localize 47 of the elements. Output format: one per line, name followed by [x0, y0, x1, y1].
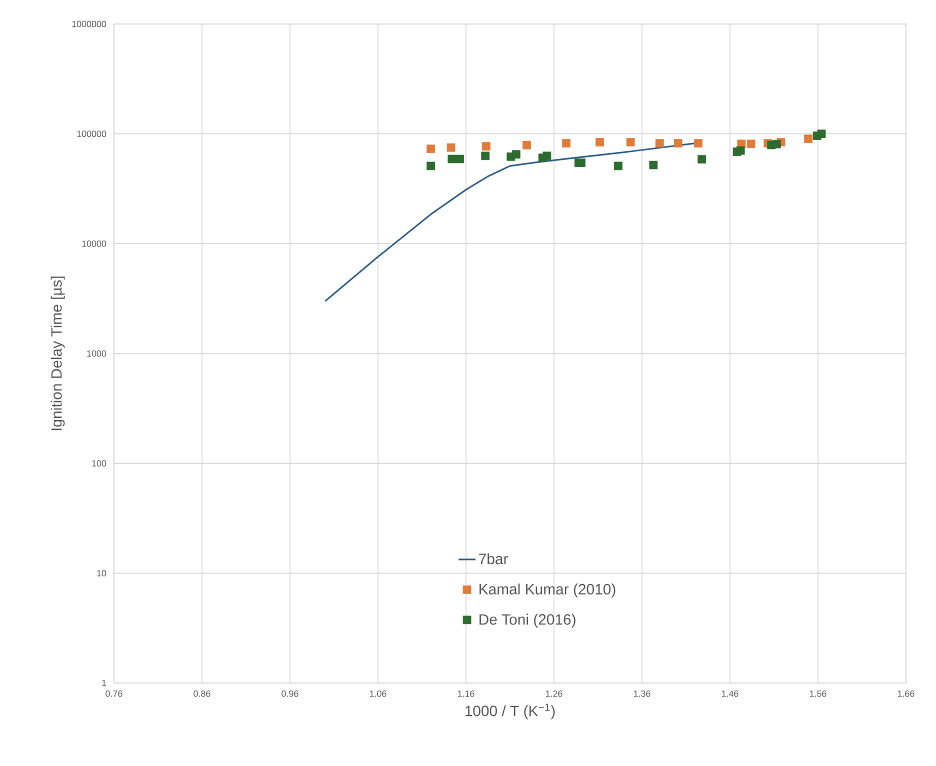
x-tick-label: 1.26 [546, 690, 562, 697]
x-tick-label: 1.46 [722, 690, 738, 697]
point [481, 152, 490, 160]
y-axis-title: Ignition Delay Time [µs] [50, 276, 65, 430]
point [746, 140, 756, 148]
x-tick-label: 1.66 [898, 690, 914, 697]
point [482, 142, 490, 150]
point [694, 139, 703, 148]
x-tick-label: 0.96 [282, 690, 298, 697]
point [456, 154, 464, 164]
y-tick-label: 1000 [87, 350, 106, 357]
x-tick-label: 0.76 [106, 690, 122, 697]
y-tick-label: 1 [102, 680, 106, 686]
point [446, 143, 456, 152]
point [614, 162, 622, 170]
y-tick-label: 100 [92, 460, 106, 467]
x-tick-label: 0.86 [194, 690, 210, 697]
point [674, 139, 682, 148]
point [804, 134, 813, 144]
point [512, 150, 520, 159]
point [426, 144, 435, 154]
point [426, 162, 435, 170]
x-tick-label: 1.56 [810, 690, 826, 697]
point [542, 152, 552, 160]
point [448, 154, 456, 164]
legend-label: 7bar [479, 553, 508, 564]
x-tick-label: 1.06 [370, 690, 386, 697]
point [736, 146, 745, 155]
point [817, 130, 826, 138]
legend-label: Kamal Kumar (2010) [480, 584, 616, 598]
point [522, 140, 531, 150]
point [596, 138, 604, 146]
x-axis-title: 1000 / T (K$^{−1}$) [465, 704, 555, 720]
point [562, 139, 571, 148]
y-tick-label: 1000000 [72, 20, 106, 28]
legend-label: De Toni (2016) [480, 614, 576, 628]
y-tick-label: 10 [97, 570, 106, 576]
point [649, 160, 658, 170]
point [626, 138, 635, 146]
point [577, 158, 586, 167]
y-tick-label: 100000 [77, 130, 106, 138]
point [698, 155, 706, 164]
point [655, 139, 664, 148]
x-tick-label: 1.36 [634, 690, 650, 697]
point [772, 140, 781, 148]
y-tick-label: 10000 [82, 240, 106, 247]
x-tick-label: 1.16 [458, 690, 474, 697]
